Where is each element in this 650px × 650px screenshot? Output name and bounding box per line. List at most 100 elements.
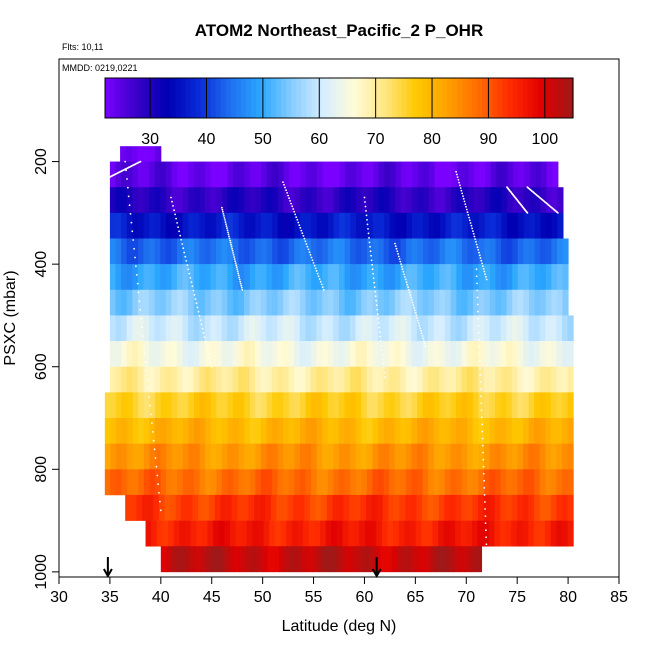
heatmap-cell (372, 366, 379, 393)
heatmap-cell (522, 341, 530, 368)
heatmap-cell (372, 212, 379, 239)
heatmap-cell (400, 443, 407, 470)
heatmap-cell (450, 469, 457, 496)
heatmap-cell (210, 264, 217, 291)
heatmap-cell (473, 187, 480, 214)
track-dot (469, 222, 472, 224)
heatmap-cell (194, 469, 201, 496)
heatmap-cell (416, 366, 423, 393)
heatmap-cell (327, 264, 334, 291)
colorbar-swatch (135, 78, 141, 118)
heatmap-cell (199, 443, 206, 470)
heatmap-cell (417, 289, 424, 316)
track-dot (381, 358, 384, 360)
heatmap-cell (394, 315, 401, 342)
track-dot (304, 240, 307, 243)
heatmap-cell (343, 494, 350, 521)
heatmap-cell (344, 212, 351, 239)
heatmap-cell (468, 161, 475, 188)
heatmap-cell (299, 264, 306, 291)
heatmap-cell (433, 264, 441, 291)
heatmap-cell (288, 341, 295, 368)
heatmap-cell (277, 469, 284, 496)
track-dot (367, 232, 370, 235)
heatmap-cell (366, 392, 373, 419)
heatmap-cell (506, 341, 513, 368)
heatmap-cell (528, 341, 535, 368)
heatmap-cell (394, 469, 401, 496)
track-dot (475, 275, 478, 278)
heatmap-cell (194, 546, 201, 573)
colorbar-swatch (376, 78, 383, 118)
x-tick-label: 40 (152, 589, 170, 606)
heatmap-cell (495, 289, 502, 316)
heatmap-cell (188, 418, 195, 444)
heatmap-cell (121, 238, 128, 265)
track-dot (139, 160, 142, 163)
track-dot (473, 235, 476, 238)
heatmap-cell (551, 289, 558, 316)
heatmap-cell (459, 546, 466, 573)
heatmap-cell (277, 238, 284, 265)
track-dot (232, 252, 235, 254)
track-dot (370, 259, 373, 262)
heatmap-cell (467, 341, 474, 368)
track-dot (481, 430, 484, 433)
heatmap-cell (350, 238, 357, 265)
track-dot (287, 194, 289, 197)
colorbar-swatch (120, 78, 126, 118)
heatmap-cell (333, 161, 341, 188)
heatmap-cell (115, 418, 123, 444)
heatmap-cell (453, 546, 460, 573)
heatmap-cell (415, 520, 422, 547)
heatmap-cell (262, 546, 269, 573)
heatmap-cell (138, 469, 145, 496)
heatmap-cell (233, 443, 240, 470)
heatmap-cell (204, 264, 211, 291)
track-dot (372, 272, 374, 275)
heatmap-cell (438, 520, 445, 547)
heatmap-cell (550, 315, 557, 342)
track-dot (230, 245, 233, 248)
heatmap-cell (500, 392, 507, 419)
heatmap-cell (472, 315, 479, 342)
track-dot (181, 243, 184, 245)
heatmap-cell (384, 187, 391, 214)
track-dot (233, 258, 236, 260)
heatmap-cell (227, 469, 234, 496)
heatmap-cell (294, 469, 301, 496)
heatmap-cell (127, 469, 134, 496)
heatmap-cell (271, 341, 278, 368)
track-dot (479, 374, 482, 376)
heatmap-cell (115, 161, 122, 188)
heatmap-cell (350, 212, 357, 239)
heatmap-cell (311, 469, 318, 496)
heatmap-cell (377, 315, 384, 342)
colorbar-swatch (195, 78, 202, 118)
heatmap-cell (422, 443, 429, 470)
heatmap-cell (173, 520, 180, 547)
heatmap-cell (439, 469, 446, 496)
heatmap-cell (188, 366, 195, 393)
colorbar-swatch (341, 78, 348, 118)
track-dot (383, 371, 386, 374)
track-dot (226, 227, 228, 230)
heatmap-cell (545, 238, 552, 265)
colorbar-swatch (235, 78, 242, 118)
heatmap-cell (400, 212, 407, 239)
track-dot (375, 304, 378, 307)
heatmap-cell (169, 494, 177, 521)
heatmap-cell (495, 238, 502, 265)
heatmap-cell (249, 443, 256, 470)
heatmap-cell (258, 520, 265, 547)
heatmap-cell (109, 366, 116, 393)
heatmap-cell (349, 315, 356, 342)
track-dot (159, 500, 161, 503)
track-dot (309, 253, 312, 256)
heatmap-cell (540, 212, 547, 239)
heatmap-cell (155, 392, 162, 419)
heatmap-cell (311, 443, 318, 470)
heatmap-cell (199, 341, 206, 368)
track-dot (477, 324, 480, 327)
heatmap-cell (186, 494, 193, 521)
